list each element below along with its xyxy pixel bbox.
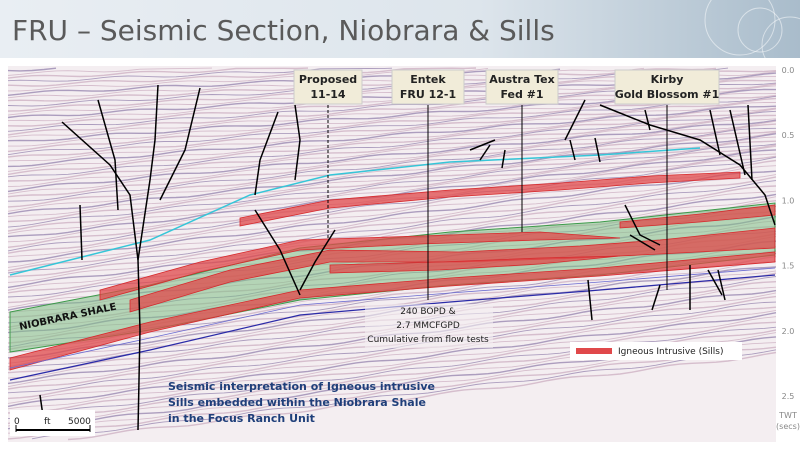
production-note: 2.7 MMCFGPD (396, 321, 460, 331)
well-labels: Proposed 11-14 Entek FRU 12-1 Austra Tex… (293, 69, 720, 105)
seismic-reflection (7, 67, 57, 72)
slide-title: FRU – Seismic Section, Niobrara & Sills (12, 14, 555, 47)
seismic-reflection (7, 120, 777, 195)
well-label: Proposed (299, 73, 357, 86)
axis-tick-label: 0.5 (782, 131, 795, 140)
seismic-reflection (7, 156, 777, 252)
axis-tick-label: 0.0 (782, 66, 795, 75)
seismic-reflection (7, 321, 777, 414)
seismic-reflection (7, 140, 777, 223)
seismic-reflection (67, 351, 777, 441)
scale-bar-bg (10, 410, 95, 436)
seismic-reflection (7, 67, 309, 79)
interpretation-note: in the Focus Ranch Unit (168, 412, 315, 425)
well-box (293, 69, 363, 105)
seismic-reflection (7, 143, 777, 228)
seismic-reflection (31, 349, 777, 440)
interpretation-note: Seismic interpretation of Igneous intrus… (168, 380, 435, 393)
well-label: Fed #1 (500, 88, 543, 101)
seismic-reflection (7, 176, 777, 272)
well-label: Gold Blossom #1 (615, 88, 720, 101)
well-label: 11-14 (310, 88, 346, 101)
seismic-reflection (7, 133, 777, 215)
header-ornament (704, 0, 800, 74)
horizon-blue-upper (9, 267, 776, 369)
seismic-reflection (7, 190, 777, 283)
seismic-reflection (7, 130, 777, 208)
seismic-reflection (7, 132, 777, 212)
legend-label: Igneous Intrusive (Sills) (618, 347, 724, 357)
well-label: Entek (410, 73, 446, 86)
production-note: 240 BOPD & (400, 307, 455, 317)
well-box (614, 69, 720, 105)
well-lines (327, 105, 668, 300)
axis-tick-label: 1.0 (782, 196, 795, 205)
seismic-reflection (7, 67, 213, 76)
seismic-reflection (7, 180, 777, 274)
seismic-reflection (7, 185, 777, 278)
scale-unit: ft (44, 417, 51, 427)
legend-swatch (576, 348, 612, 354)
seismic-reflection (7, 68, 561, 96)
well-box (391, 69, 465, 105)
seismic-reflection (7, 118, 777, 188)
header-band (0, 0, 800, 58)
seismic-reflection (7, 301, 777, 394)
legend-box (570, 342, 742, 360)
seismic-reflection (7, 136, 777, 218)
axis-tick-label: 2.5 (782, 392, 795, 401)
seismic-reflection (7, 94, 777, 153)
well-label: FRU 12-1 (400, 88, 456, 101)
well-label: Kirby (651, 73, 684, 86)
seismic-reflection (7, 306, 777, 400)
seismic-reflection (7, 95, 777, 156)
seismic-reflection (7, 144, 777, 232)
scale-end: 5000 (68, 417, 91, 427)
seismic-reflection (7, 346, 777, 440)
scale-start: 0 (14, 417, 20, 427)
seismic-reflection (7, 102, 776, 162)
seismic-reflection (7, 145, 777, 234)
seismic-reflection (7, 105, 777, 168)
seismic-reflection (7, 174, 777, 268)
seismic-reflection (7, 316, 777, 410)
seismic-reflection (7, 326, 777, 420)
interpretation-note: Sills embedded within the Niobrara Shale (168, 396, 426, 409)
time-axis: 0.0 0.5 1.0 1.5 2.0 2.5 (782, 66, 795, 401)
seismic-reflection (7, 123, 777, 198)
seismic-reflection (7, 309, 777, 404)
faults (39, 84, 776, 431)
axis-tick-label: 1.5 (782, 262, 795, 271)
seismic-reflection (7, 67, 477, 87)
seismic-reflection (7, 119, 777, 193)
well-box (485, 69, 559, 105)
seismic-reflection (7, 127, 777, 202)
seismic-reflection (7, 312, 777, 408)
axis-label: TWT (778, 411, 797, 420)
axis-tick-label: 2.0 (782, 327, 795, 336)
production-note: Cumulative from flow tests (367, 335, 489, 345)
horizon-cyan (9, 147, 701, 276)
well-label: Austra Tex (489, 73, 554, 86)
axis-label: (secs) (776, 422, 800, 431)
sills (9, 171, 776, 371)
production-bg (365, 304, 493, 348)
seismic-reflection (7, 67, 729, 107)
seismic-reflection (7, 97, 777, 158)
